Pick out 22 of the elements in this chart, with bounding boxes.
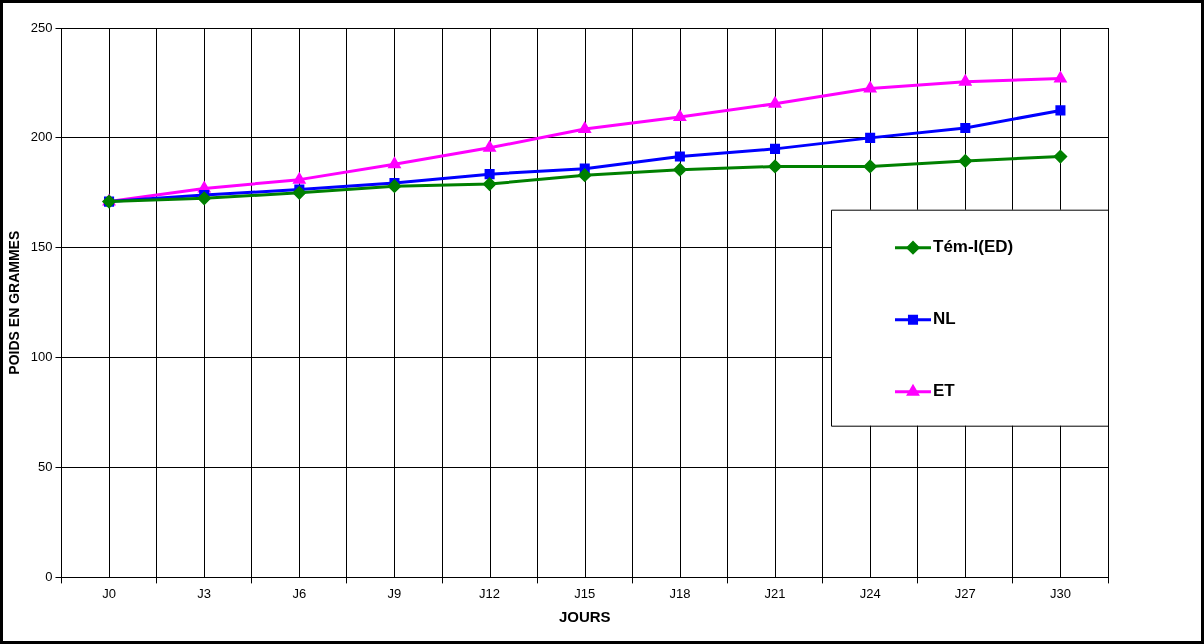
x-tick-label: J30 <box>1049 585 1071 601</box>
x-tick-label: J27 <box>954 585 976 601</box>
y-tick-label: 0 <box>45 568 53 584</box>
x-tick-label: J6 <box>292 585 307 601</box>
x-tick-label: J24 <box>859 585 881 601</box>
x-tick-label: J21 <box>764 585 786 601</box>
legend-label: Tém-I(ED) <box>933 237 1014 257</box>
y-tick-label: 150 <box>30 239 53 255</box>
x-tick-label: J12 <box>479 585 501 601</box>
x-axis-title: JOURS <box>558 608 611 626</box>
y-axis-title: POIDS EN GRAMMES <box>6 230 23 375</box>
y-tick-label: 50 <box>38 459 53 475</box>
y-tick-label: 100 <box>30 349 53 365</box>
x-tick-label: J0 <box>102 585 116 601</box>
x-tick-label: J9 <box>387 585 402 601</box>
x-tick-label: J15 <box>574 585 596 601</box>
y-tick-label: 250 <box>30 19 53 35</box>
x-tick-label: J3 <box>197 585 212 601</box>
legend-label: NL <box>933 309 956 329</box>
y-tick-label: 200 <box>30 129 53 145</box>
x-tick-label: J18 <box>669 585 691 601</box>
legend-label: ET <box>933 381 956 401</box>
